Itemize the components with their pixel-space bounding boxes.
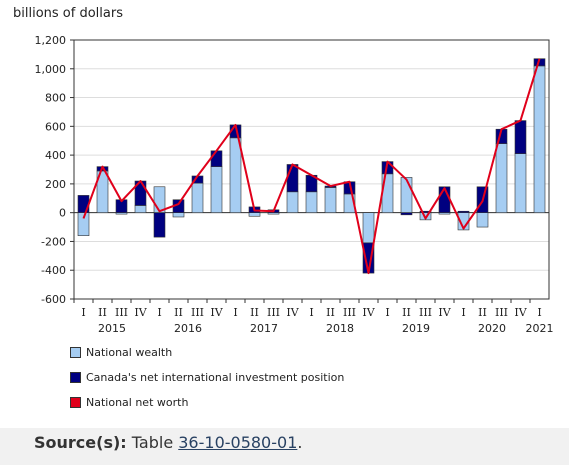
x-tick-label: I [81,306,85,319]
legend-swatch-niip [70,372,81,383]
x-year-label: 2015 [98,322,126,335]
bar-national-wealth [362,212,375,244]
x-tick-label: III [495,306,508,319]
bar-national-wealth [495,143,508,213]
x-tick-label: II [478,306,487,319]
x-tick-label: I [537,306,541,319]
legend-item-national-wealth[interactable]: National wealth [70,344,344,361]
y-tick-label: 1,000 [35,63,67,76]
bar-national-wealth [305,191,318,213]
x-tick-label: III [115,306,128,319]
x-year-label: 2018 [326,322,354,335]
bar-national-wealth [514,153,527,213]
bar-national-wealth [210,166,223,213]
x-tick-label: II [250,306,259,319]
legend: National wealth Canada's net internation… [70,344,344,419]
source-table-link[interactable]: 36-10-0580-01 [178,433,298,452]
x-tick-label: I [233,306,237,319]
x-tick-label: II [98,306,107,319]
y-tick-label: 200 [45,178,66,191]
bar-national-wealth [286,191,299,213]
x-tick-label: IV [210,306,223,319]
source-label: Source(s): [34,433,127,452]
x-axis: I II III IV I II III IV I II III IV I II III IV I II III IV… [73,299,554,335]
y-tick-label: 0 [59,207,66,220]
gridlines [74,39,549,300]
x-tick-label: IV [514,306,527,319]
bar-niip [514,120,527,154]
source-note: Source(s): Table 36-10-0580-01. [34,433,302,452]
bar-niip [457,210,470,213]
x-tick-label: III [191,306,204,319]
x-year-label: 2019 [402,322,430,335]
legend-item-national-net-worth[interactable]: National net worth [70,394,344,411]
y-tick-label: 1,200 [35,34,67,47]
line-national-net-worth [82,58,541,275]
bars [77,58,546,274]
bar-national-wealth [400,177,413,213]
x-tick-label: I [461,306,465,319]
legend-label-national-net-worth: National net worth [86,396,189,409]
x-year-label: 2017 [250,322,278,335]
x-tick-label: II [174,306,183,319]
bar-national-wealth [229,137,242,213]
bar-national-wealth [248,212,261,217]
x-tick-label: IV [286,306,299,319]
x-year-label: 2016 [174,322,202,335]
x-tick-label: I [157,306,161,319]
x-tick-label: II [402,306,411,319]
y-tick-label: 800 [45,92,66,105]
x-tick-label: IV [438,306,451,319]
x-tick-label: II [326,306,335,319]
bar-niip [438,186,451,213]
legend-swatch-national-net-worth [70,397,81,408]
source-suffix: . [297,433,303,452]
net-worth-line [82,58,541,275]
y-tick-label: -600 [41,293,66,306]
y-tick-label: -400 [41,264,66,277]
x-tick-label: I [309,306,313,319]
y-axis-unit-label: billions of dollars [13,6,123,21]
y-axis-ticks: -600 -400 -200 0 200 400 600 800 1,000 1,200 [35,34,74,306]
x-tick-label: III [419,306,432,319]
legend-swatch-national-wealth [70,347,81,358]
bar-national-wealth [172,212,185,218]
y-tick-label: 600 [45,120,66,133]
bar-national-wealth [476,212,489,228]
bar-national-wealth [324,187,337,213]
bar-national-wealth [134,205,147,213]
bar-national-wealth [533,65,546,213]
plot-border [73,39,550,300]
x-year-label: 2021 [526,322,554,335]
bar-niip [419,210,432,213]
x-tick-label: III [267,306,280,319]
y-tick-label: -200 [41,235,66,248]
legend-item-niip[interactable]: Canada's net international investment po… [70,369,344,386]
x-tick-label: III [343,306,356,319]
x-tick-label: IV [362,306,375,319]
y-tick-label: 400 [45,149,66,162]
x-tick-label: IV [134,306,147,319]
x-tick-label: I [385,306,389,319]
bar-niip [400,212,413,216]
legend-label-niip: Canada's net international investment po… [86,371,345,384]
legend-label-national-wealth: National wealth [86,346,173,359]
bar-niip [286,164,299,193]
bar-niip [153,212,166,238]
x-year-label: 2020 [478,322,506,335]
bar-national-wealth [191,182,204,213]
source-prefix: Table [131,433,174,452]
bar-niip [210,150,223,167]
